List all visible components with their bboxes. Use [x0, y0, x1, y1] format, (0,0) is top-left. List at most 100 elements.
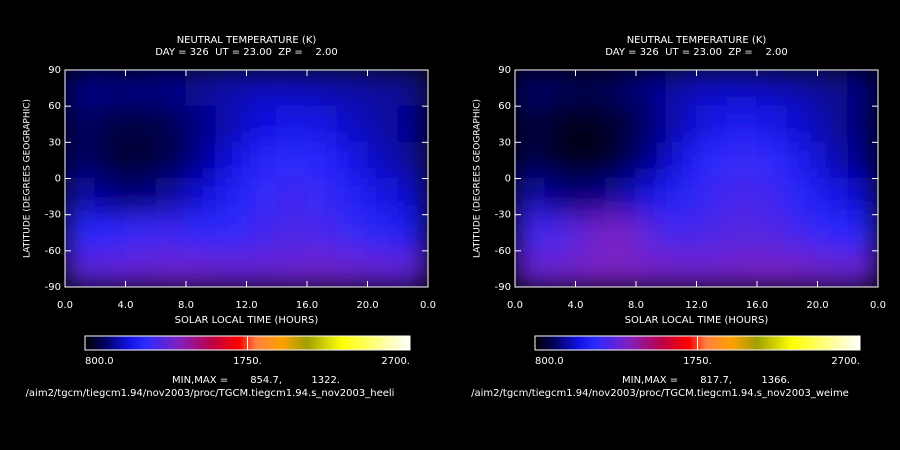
- cell: [94, 250, 126, 287]
- cell: [756, 70, 788, 107]
- y-tick-label: -30: [495, 210, 511, 221]
- cell: [125, 250, 157, 287]
- cell: [726, 70, 758, 107]
- cell: [575, 105, 607, 143]
- cell: [336, 105, 368, 143]
- colorbar-tick-label: 2700.: [831, 356, 860, 367]
- cell: [276, 70, 308, 107]
- cell: [575, 141, 607, 179]
- cell: [367, 105, 399, 143]
- cell: [215, 250, 247, 287]
- cell: [94, 70, 126, 107]
- cell: [367, 250, 399, 287]
- cell: [336, 70, 368, 107]
- cell: [817, 250, 849, 287]
- x-tick-label: 12.0: [685, 300, 707, 311]
- cell: [215, 178, 247, 216]
- cell: [665, 178, 697, 216]
- cell: [756, 105, 788, 143]
- cell: [125, 105, 157, 143]
- minmax-title: MIN,MAX =: [172, 375, 228, 386]
- x-tick-label: 0.0: [420, 300, 436, 311]
- cell: [605, 250, 637, 287]
- cell: [65, 70, 96, 107]
- cell: [65, 105, 96, 143]
- cell: [215, 141, 247, 179]
- cell: [605, 214, 637, 252]
- cell: [665, 250, 697, 287]
- cell: [605, 178, 637, 216]
- cell: [367, 70, 399, 107]
- cell: [786, 178, 818, 216]
- chart-subtitle: DAY = 326 UT = 23.00 ZP = 2.00: [605, 47, 787, 58]
- x-tick-label: 16.0: [746, 300, 768, 311]
- file-path: /aim2/tgcm/tiegcm1.94/nov2003/proc/TGCM.…: [471, 388, 849, 399]
- cell: [786, 141, 818, 179]
- y-tick-label: 90: [498, 65, 511, 76]
- cell: [306, 70, 338, 107]
- chart-subtitle: DAY = 326 UT = 23.00 ZP = 2.00: [155, 47, 337, 58]
- plot-area: [65, 70, 428, 287]
- x-tick-label: 4.0: [118, 300, 134, 311]
- minmax-title: MIN,MAX =: [622, 375, 678, 386]
- cell: [215, 70, 247, 107]
- cell: [726, 250, 758, 287]
- x-tick-label: 4.0: [568, 300, 584, 311]
- cell: [94, 214, 126, 252]
- cell: [696, 250, 728, 287]
- cell: [215, 105, 247, 143]
- cell: [155, 178, 187, 216]
- chart-title: NEUTRAL TEMPERATURE (K): [177, 35, 317, 46]
- cell: [155, 250, 187, 287]
- cell: [515, 214, 546, 252]
- x-tick-label: 12.0: [235, 300, 257, 311]
- cell: [756, 250, 788, 287]
- cell: [367, 178, 399, 216]
- y-axis-label: LATITUDE (DEGREES GEOGRAPHIC): [473, 99, 483, 258]
- y-tick-label: -60: [45, 246, 61, 257]
- cell: [397, 105, 428, 143]
- cell: [246, 214, 278, 252]
- cell: [367, 141, 399, 179]
- cell: [635, 214, 667, 252]
- cell: [336, 178, 368, 216]
- cell: [847, 105, 878, 143]
- cell: [786, 250, 818, 287]
- y-tick-label: -90: [495, 282, 511, 293]
- cell: [635, 178, 667, 216]
- x-tick-label: 0.0: [57, 300, 73, 311]
- cell: [696, 70, 728, 107]
- x-tick-label: 20.0: [356, 300, 378, 311]
- cell: [696, 105, 728, 143]
- cell: [306, 141, 338, 179]
- cell: [817, 70, 849, 107]
- min-label: 854.7,: [250, 375, 282, 386]
- cell: [185, 141, 217, 179]
- cell: [306, 178, 338, 216]
- file-path: /aim2/tgcm/tiegcm1.94/nov2003/proc/TGCM.…: [26, 388, 395, 399]
- cell: [726, 178, 758, 216]
- cell: [635, 70, 667, 107]
- cell: [65, 214, 96, 252]
- cell: [756, 141, 788, 179]
- cell: [155, 214, 187, 252]
- cell: [306, 214, 338, 252]
- cell: [605, 141, 637, 179]
- field: [515, 70, 878, 287]
- cell: [544, 250, 576, 287]
- cell: [94, 105, 126, 143]
- x-axis-label: SOLAR LOCAL TIME (HOURS): [175, 315, 319, 326]
- cell: [726, 214, 758, 252]
- cell: [155, 141, 187, 179]
- cell: [515, 105, 546, 143]
- cell: [367, 214, 399, 252]
- y-tick-label: -90: [45, 282, 61, 293]
- cell: [515, 70, 546, 107]
- cell: [817, 141, 849, 179]
- cell: [125, 70, 157, 107]
- cell: [847, 214, 878, 252]
- cell: [696, 178, 728, 216]
- min-label: 817.7,: [700, 375, 732, 386]
- cell: [515, 141, 546, 179]
